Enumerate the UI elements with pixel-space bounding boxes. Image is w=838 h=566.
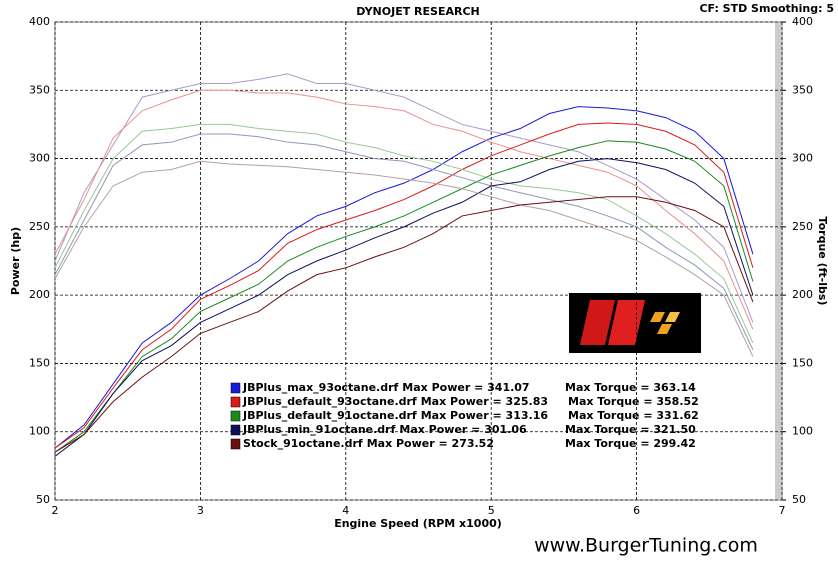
torque-line <box>54 160 754 357</box>
y-tick-label: 50 <box>36 493 50 506</box>
legend-swatch <box>230 410 241 422</box>
legend-swatch <box>230 424 241 436</box>
y-tick-label: 100 <box>29 425 50 438</box>
x-tick-label: 2 <box>52 504 59 517</box>
legend-torque: Max Torque = 358.52 <box>568 395 699 408</box>
legend-name: JBPlus_max_93octane.drf <box>242 381 399 394</box>
y2-tick-label: 100 <box>792 425 813 438</box>
power-line <box>54 122 754 449</box>
torque-line <box>54 89 754 330</box>
y-tick-label: 300 <box>29 152 50 165</box>
legend-torque: Max Torque = 331.62 <box>568 409 699 422</box>
legend-power: Max Power = 273.52 <box>367 437 494 450</box>
y2-tick-label: 250 <box>792 220 813 233</box>
legend-swatch <box>230 396 241 408</box>
legend-power: Max Power = 341.07 <box>402 381 529 394</box>
logo <box>569 293 701 353</box>
legend-torque: Max Torque = 299.42 <box>565 437 696 450</box>
legend-torque: Max Torque = 321.50 <box>565 423 696 436</box>
chart-title: DYNOJET RESEARCH <box>356 5 479 18</box>
x-axis-label: Engine Speed (RPM x1000) <box>334 517 502 530</box>
y2-tick-label: 400 <box>792 15 813 28</box>
legend-power: Max Power = 301.06 <box>399 423 527 436</box>
legend-power: Max Power = 325.83 <box>421 395 548 408</box>
legend-swatch <box>230 438 241 450</box>
y2-tick-label: 50 <box>792 493 806 506</box>
x-tick-label: 7 <box>779 504 786 517</box>
y-axis-label: Power (hp) <box>9 227 22 295</box>
power-line <box>54 106 754 449</box>
legend-name: JBPlus_default_91octane.drf <box>242 409 417 422</box>
y-tick-label: 200 <box>29 288 50 301</box>
y-tick-label: 150 <box>29 356 50 369</box>
legend-torque: Max Torque = 363.14 <box>565 381 696 394</box>
y2-tick-label: 350 <box>792 83 813 96</box>
torque-line <box>54 133 754 350</box>
y2-tick-label: 150 <box>792 356 813 369</box>
power-line <box>54 140 754 453</box>
x-tick-label: 5 <box>488 504 495 517</box>
torque-line <box>54 73 754 323</box>
x-tick-label: 6 <box>633 504 640 517</box>
y-tick-label: 350 <box>29 83 50 96</box>
plot-area <box>54 21 783 501</box>
legend-name: Stock_91octane.drf <box>243 437 363 450</box>
legend-name: JBPlus_min_91octane.drf <box>242 423 396 436</box>
y-tick-label: 250 <box>29 220 50 233</box>
torque-line <box>54 123 754 344</box>
legend-power: Max Power = 313.16 <box>421 409 549 422</box>
legend-swatch <box>230 382 241 394</box>
plot-edge <box>775 22 782 500</box>
y2-axis-label: Torque (ft-lbs) <box>816 217 829 306</box>
y2-tick-label: 300 <box>792 152 813 165</box>
legend-name: JBPlus_default_93octane.drf <box>242 395 417 408</box>
x-tick-label: 4 <box>342 504 349 517</box>
y2-tick-label: 200 <box>792 288 813 301</box>
power-line <box>54 196 754 453</box>
chart-subtitle: CF: STD Smoothing: 5 <box>699 2 834 15</box>
y-tick-label: 400 <box>29 15 50 28</box>
watermark: www.BurgerTuning.com <box>534 535 758 557</box>
power-line <box>54 158 754 457</box>
x-tick-label: 3 <box>197 504 204 517</box>
